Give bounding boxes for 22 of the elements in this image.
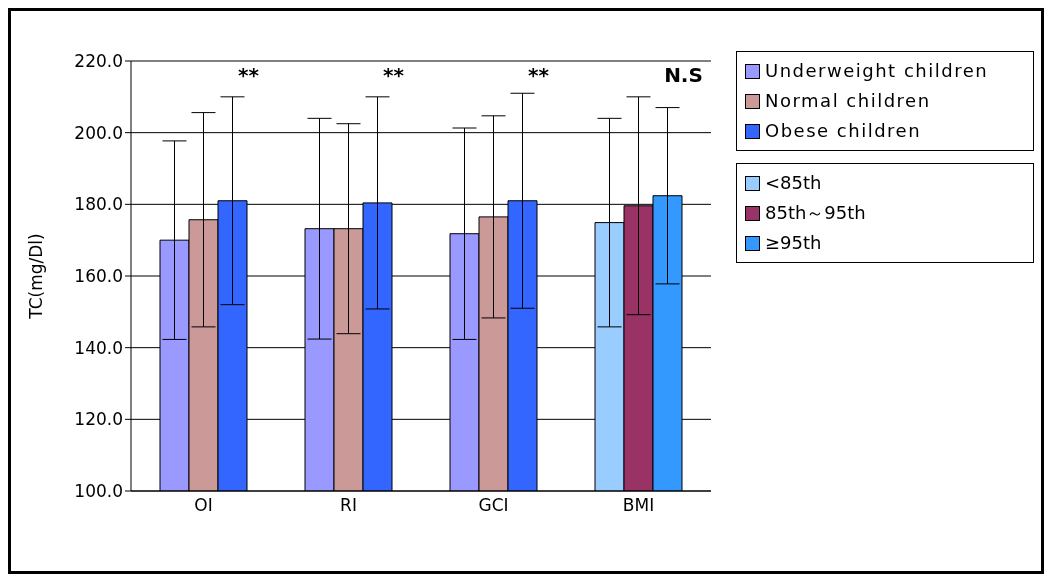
x-tick-label: OI [194,495,213,516]
y-tick-label: 160.0 [74,266,123,287]
legend-label: Obese children [765,119,922,143]
legend-label: <85th [765,171,822,195]
annotation: ** [238,63,260,88]
x-tick-label: RI [340,495,357,516]
x-tick-label: BMI [622,495,655,516]
annotation: ** [528,63,550,88]
legend-label: 85th～95th [765,201,866,225]
y-tick-label: 100.0 [74,481,123,502]
annotation: N.S [664,63,703,88]
y-tick-label: 120.0 [74,409,123,430]
y-tick-label: 140.0 [74,337,123,358]
annotation: ** [383,63,405,88]
y-tick-label: 180.0 [74,194,123,215]
x-tick-label: GCI [478,495,509,516]
legend-label: ≥95th [765,231,822,255]
y-tick-label: 220.0 [74,51,123,72]
y-axis-title: TC(mg/Dl) [26,233,47,320]
y-tick-label: 200.0 [74,122,123,143]
legend-label: Normal children [765,89,931,113]
legend-label: Underweight children [765,59,989,83]
